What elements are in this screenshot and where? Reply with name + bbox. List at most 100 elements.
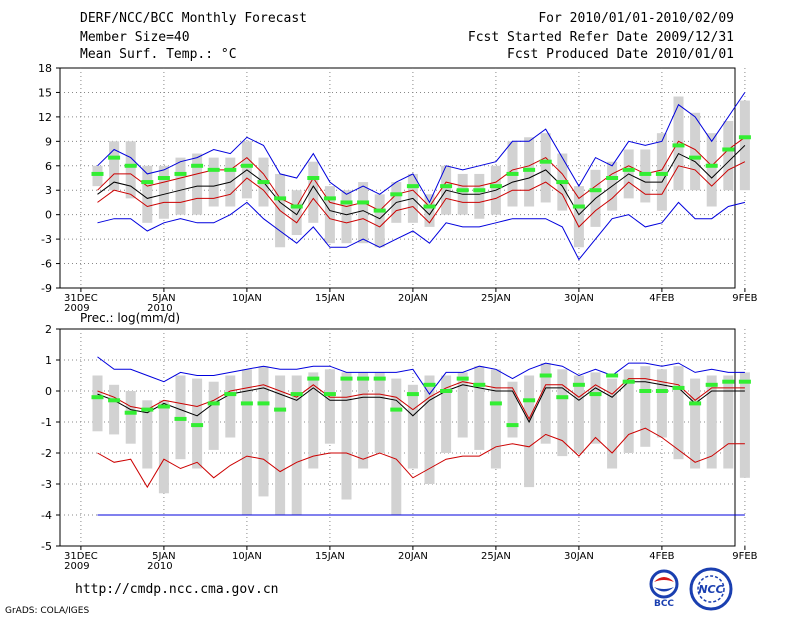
spread-box <box>358 372 369 469</box>
y-tick-label: -4 <box>41 509 52 522</box>
y-tick-label: 0 <box>45 209 52 222</box>
spread-box <box>656 369 667 438</box>
median-marker <box>440 184 453 189</box>
spread-box <box>208 381 219 450</box>
median-marker <box>290 392 303 397</box>
x-tick-label: 4FEB <box>649 551 674 562</box>
median-marker <box>274 407 287 412</box>
spread-box <box>723 375 734 469</box>
median-marker <box>639 389 652 393</box>
y-tick-label: 0 <box>45 385 52 398</box>
bcc-logo-ring <box>649 569 679 599</box>
x-tick-label: 25JAN <box>481 551 511 562</box>
median-marker <box>191 423 204 428</box>
spread-box <box>158 400 169 494</box>
spread-box <box>175 157 186 215</box>
median-marker <box>323 392 336 397</box>
median-marker <box>423 204 436 209</box>
y-tick-label: -6 <box>41 258 52 271</box>
spread-box <box>540 133 551 203</box>
spread-box <box>474 173 485 219</box>
bcc-logo-swirl-2 <box>654 587 674 592</box>
y-tick-label: 6 <box>45 160 52 173</box>
spread-box <box>225 375 236 438</box>
y-tick-label: 12 <box>38 111 52 124</box>
ensemble-mean-line <box>97 145 746 220</box>
y-tick-label: -5 <box>41 540 52 553</box>
spread-box <box>374 194 385 248</box>
spread-box <box>291 375 302 515</box>
median-marker <box>240 401 253 406</box>
spread-box <box>407 384 418 469</box>
spread-box <box>109 141 120 191</box>
x-tick-label: 30JAN <box>564 293 594 304</box>
ensemble-mean-line <box>97 381 745 424</box>
median-marker <box>207 167 220 172</box>
median-marker <box>705 163 718 168</box>
spread-box <box>158 165 169 219</box>
median-marker <box>655 389 668 393</box>
y-tick-label: -3 <box>41 233 52 246</box>
spread-box <box>374 372 385 453</box>
precip-title: Prec.: log(mm/d) <box>80 311 180 325</box>
median-marker <box>406 184 419 189</box>
spread-box <box>673 366 684 460</box>
median-marker <box>556 180 569 185</box>
spread-box <box>258 366 269 497</box>
variable-label: Mean Surf. Temp.: °C <box>80 47 237 62</box>
x-tick-label: 15JAN <box>315 551 345 562</box>
median-marker <box>473 382 486 387</box>
median-marker <box>207 401 220 406</box>
spread-box <box>640 366 651 447</box>
median-marker <box>672 385 685 390</box>
lower-percentile-line <box>97 161 746 228</box>
median-marker <box>373 208 386 213</box>
median-marker <box>108 155 121 160</box>
x-tick-label: 5JAN <box>152 551 175 562</box>
spread-box <box>706 375 717 469</box>
median-marker <box>473 188 486 193</box>
spread-box <box>424 194 435 227</box>
y-tick-label: -1 <box>41 416 52 429</box>
y-tick-label: 3 <box>45 184 52 197</box>
spread-box <box>308 161 319 223</box>
median-marker <box>174 171 187 176</box>
spread-box <box>573 375 584 453</box>
bcc-logo-text: BCC <box>654 599 674 608</box>
spread-box <box>341 190 352 244</box>
median-marker <box>141 407 154 412</box>
median-marker <box>357 376 370 381</box>
spread-box <box>142 400 153 469</box>
median-marker <box>722 379 735 384</box>
spread-box <box>241 369 252 515</box>
median-marker <box>738 135 751 140</box>
ncc-logo-ring <box>689 567 733 611</box>
median-marker <box>589 392 602 397</box>
spread-box <box>291 190 302 236</box>
spread-box <box>125 391 136 444</box>
median-marker <box>157 176 170 180</box>
fcst-produced-date: Fcst Produced Date 2010/01/01 <box>507 47 734 62</box>
spread-box <box>540 363 551 444</box>
spread-box <box>125 141 136 199</box>
spread-box <box>673 96 684 191</box>
plot-frame <box>59 328 736 547</box>
spread-box <box>308 372 319 469</box>
forecast-period: For 2010/01/01-2010/02/09 <box>538 11 734 26</box>
median-marker <box>622 167 635 172</box>
median-marker <box>141 180 154 185</box>
footer-url[interactable]: http://cmdp.ncc.cma.gov.cn <box>75 582 279 597</box>
median-marker <box>689 155 702 160</box>
median-marker <box>323 196 336 201</box>
median-marker <box>274 196 287 201</box>
median-marker <box>340 376 353 381</box>
median-marker <box>606 176 619 180</box>
median-marker <box>738 379 751 384</box>
spread-box <box>524 137 535 207</box>
median-marker <box>606 373 619 378</box>
x-tick-label: 5JAN <box>152 293 175 304</box>
spread-box <box>490 369 501 469</box>
median-marker <box>307 376 320 381</box>
